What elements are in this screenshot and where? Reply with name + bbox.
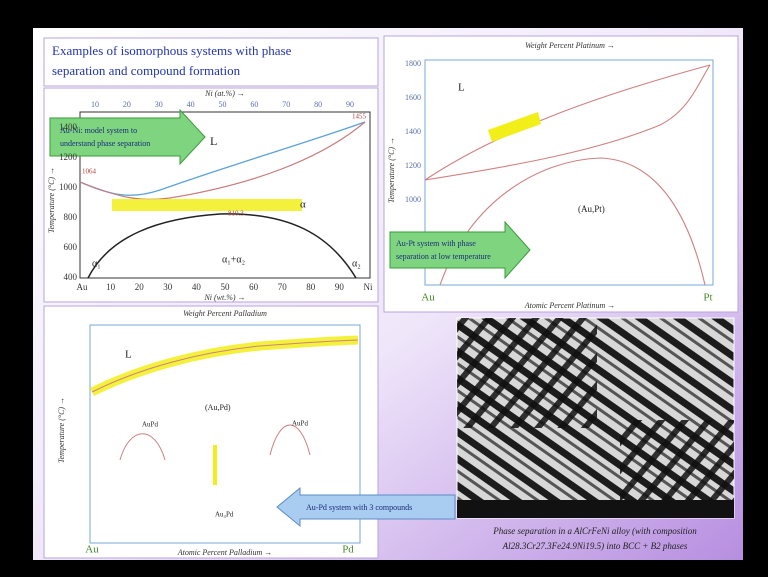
callout-text: Au-Pd system with 3 compounds xyxy=(306,503,412,512)
top-tick-label: 50 xyxy=(219,100,227,109)
liquidus-curve xyxy=(424,64,711,181)
region-label: L xyxy=(210,134,217,148)
x-tick-label: Ni xyxy=(364,282,373,292)
highlight xyxy=(112,199,302,211)
plot-frame xyxy=(89,324,361,544)
y-tick-label: 800 xyxy=(64,212,78,222)
solidus-curve xyxy=(79,121,366,201)
callout-text: Au-Pt system with phase xyxy=(396,239,476,248)
y-tick-label: 1200 xyxy=(405,161,421,170)
y-tick-label: 1400 xyxy=(59,122,78,132)
y-tick-label: 1800 xyxy=(405,59,421,68)
region-label: α₂ xyxy=(352,258,361,269)
region-label: α₁+α₂ xyxy=(222,254,245,265)
top-tick-label: 40 xyxy=(187,100,195,109)
y-axis-label: Temperature (°C) → xyxy=(387,137,396,203)
region-label: L xyxy=(458,82,465,94)
region-label: L xyxy=(125,349,132,361)
micrograph-info-bar xyxy=(457,500,734,518)
region-label: (Au,Pd) xyxy=(205,403,231,412)
x-tick-label: 60 xyxy=(249,282,259,292)
x-tick-label: 50 xyxy=(221,282,231,292)
caption: Al28.3Cr27.3Fe24.9Ni19.5) into BCC + B2 … xyxy=(502,541,688,551)
x-tick-label: Pt xyxy=(703,292,712,304)
y-tick-label: 600 xyxy=(64,242,78,252)
liquidus-curve xyxy=(91,339,359,393)
x-tick-label: 20 xyxy=(135,282,145,292)
top-axis-label: Weight Percent Palladium xyxy=(183,309,267,318)
plot-frame xyxy=(79,111,371,279)
callout-text: understand phase separation xyxy=(60,139,150,148)
x-axis-label: Atomic Percent Palladium → xyxy=(177,548,273,557)
miscibility-gap xyxy=(439,157,706,286)
ordering-dome xyxy=(119,433,166,461)
callout-arrow xyxy=(276,486,456,528)
x-axis-label: Atomic Percent Platinum → xyxy=(524,301,616,310)
region-label: 810.3 xyxy=(228,210,244,218)
top-axis-label: Weight Percent Platinum → xyxy=(525,41,615,50)
ordering-dome xyxy=(269,424,311,456)
x-tick-label: 80 xyxy=(306,282,316,292)
callout-arrow xyxy=(389,220,531,280)
y-tick-label: 1400 xyxy=(405,127,421,136)
x-tick-label: Au xyxy=(77,282,88,292)
y-tick-label: 400 xyxy=(64,272,78,282)
au-ni-panel xyxy=(43,87,379,303)
x-axis-label: Ni (wt.%) → xyxy=(203,293,245,302)
x-tick-label: Au xyxy=(85,544,99,556)
top-tick-label: 90 xyxy=(346,100,354,109)
slide-title-line: Examples of isomorphous systems with pha… xyxy=(52,43,292,58)
callout-text: separation at low temperature xyxy=(396,252,491,261)
callout-text: Au-Ni: model system to xyxy=(60,126,137,135)
title-box xyxy=(43,37,379,87)
y-tick-label: 1000 xyxy=(59,182,78,192)
region-label: α₁ xyxy=(92,258,101,269)
plot-frame xyxy=(424,59,714,286)
highlight xyxy=(213,445,217,485)
y-tick-label: 1200 xyxy=(59,152,78,162)
x-tick-label: 70 xyxy=(278,282,288,292)
top-tick-label: 20 xyxy=(123,100,131,109)
caption: Phase separation in a AlCrFeNi alloy (wi… xyxy=(492,526,697,536)
micrograph-region xyxy=(457,318,597,428)
slide-title-line: separation and compound formation xyxy=(52,63,241,78)
region-label: AuPd xyxy=(292,420,308,428)
top-tick-label: 30 xyxy=(155,100,163,109)
top-tick-label: 70 xyxy=(282,100,290,109)
x-tick-label: 90 xyxy=(335,282,345,292)
region-label: (Au,Pt) xyxy=(578,204,605,214)
top-tick-label: 80 xyxy=(314,100,322,109)
region-label: α xyxy=(300,199,306,211)
region-label: 1455 xyxy=(352,113,367,121)
region-label: 1064 xyxy=(82,168,97,176)
region-label: Au₃Pd xyxy=(215,511,234,519)
miscibility-gap xyxy=(87,213,357,279)
top-tick-label: 10 xyxy=(91,100,99,109)
x-tick-label: 10 xyxy=(106,282,116,292)
x-tick-label: 30 xyxy=(163,282,173,292)
callout-arrow xyxy=(49,108,206,166)
x-tick-label: 40 xyxy=(192,282,202,292)
solidus-curve xyxy=(424,64,711,181)
top-tick-label: 60 xyxy=(250,100,258,109)
y-tick-label: 1000 xyxy=(405,195,421,204)
top-axis-label: Ni (at.%) → xyxy=(204,89,245,98)
y-axis-label: Temperature (°C) → xyxy=(57,397,66,463)
region-label: AuPd xyxy=(142,421,158,429)
x-tick-label: Pd xyxy=(342,544,354,556)
highlight xyxy=(488,112,541,142)
au-pt-panel xyxy=(383,35,739,313)
y-tick-label: 1600 xyxy=(405,93,421,102)
x-tick-label: Au xyxy=(421,292,435,304)
y-axis-label: Temperature (°C) → xyxy=(47,167,56,233)
